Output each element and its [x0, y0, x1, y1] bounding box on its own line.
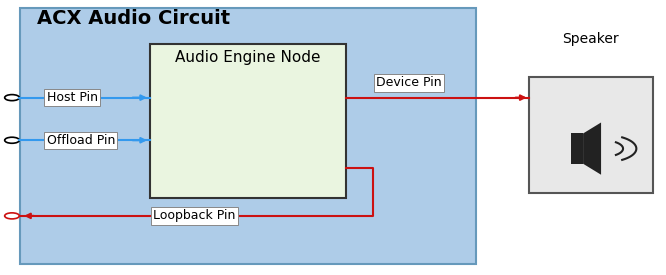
Text: Device Pin: Device Pin: [376, 76, 442, 89]
Polygon shape: [583, 122, 601, 175]
Bar: [20, 8, 476, 264]
Text: ACX Audio Circuit: ACX Audio Circuit: [37, 9, 230, 28]
Bar: [529, 77, 653, 192]
Circle shape: [5, 95, 19, 101]
Bar: [150, 44, 346, 198]
Bar: [571, 133, 583, 164]
Circle shape: [5, 213, 19, 219]
Text: Offload Pin: Offload Pin: [47, 134, 115, 147]
Circle shape: [5, 137, 19, 143]
Text: Host Pin: Host Pin: [47, 91, 98, 104]
Text: Speaker: Speaker: [562, 32, 619, 45]
Text: Audio Engine Node: Audio Engine Node: [175, 50, 320, 65]
Text: Loopback Pin: Loopback Pin: [153, 209, 236, 222]
